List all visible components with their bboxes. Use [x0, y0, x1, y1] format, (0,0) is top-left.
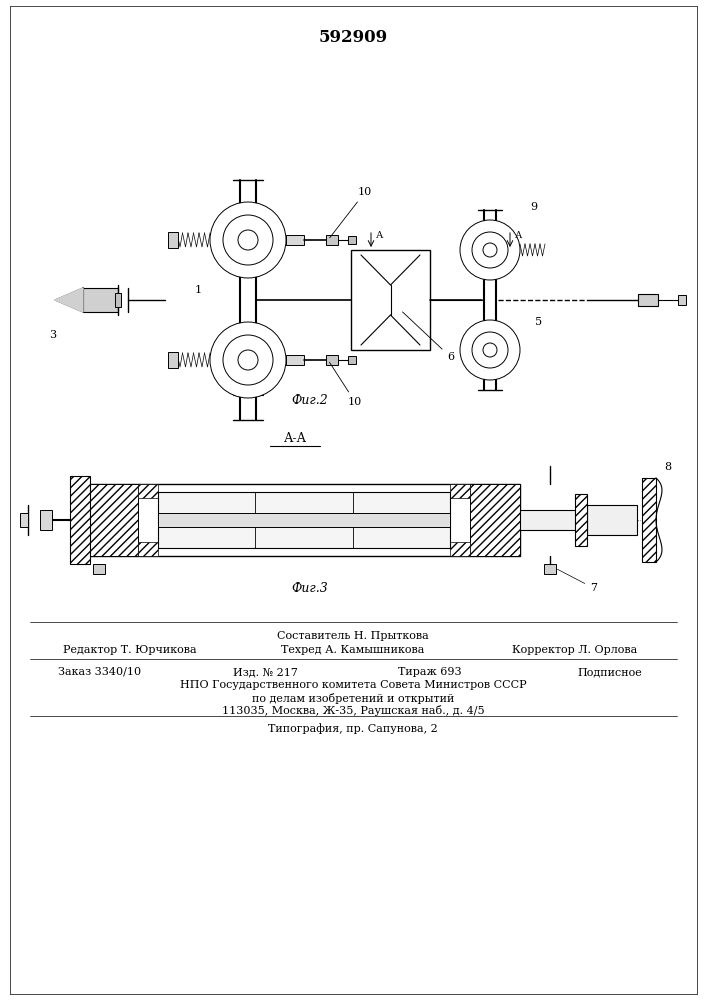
- Bar: [168, 352, 178, 368]
- Text: 10: 10: [329, 362, 362, 407]
- Bar: [88, 484, 138, 556]
- Bar: [348, 356, 356, 364]
- Text: 6: 6: [402, 312, 454, 362]
- Bar: [20, 513, 28, 527]
- Bar: [158, 492, 450, 548]
- Circle shape: [472, 332, 508, 368]
- Text: А: А: [515, 231, 522, 240]
- Text: 5: 5: [535, 317, 542, 327]
- Bar: [40, 510, 52, 530]
- Text: Изд. № 217: Изд. № 217: [233, 667, 298, 677]
- Text: 3: 3: [49, 330, 57, 340]
- Text: Типография, пр. Сапунова, 2: Типография, пр. Сапунова, 2: [268, 724, 438, 734]
- Bar: [351, 250, 430, 350]
- Bar: [115, 293, 121, 307]
- Text: 113035, Москва, Ж-35, Раушская наб., д. 4/5: 113035, Москва, Ж-35, Раушская наб., д. …: [222, 706, 484, 716]
- Circle shape: [223, 215, 273, 265]
- Bar: [70, 476, 90, 564]
- Bar: [470, 484, 520, 556]
- Circle shape: [238, 230, 258, 250]
- Bar: [158, 513, 450, 527]
- Text: НПО Государственного комитета Совета Министров СССР: НПО Государственного комитета Совета Мин…: [180, 680, 526, 690]
- Text: по делам изобретений и открытий: по делам изобретений и открытий: [252, 692, 454, 704]
- Bar: [83, 288, 118, 312]
- Circle shape: [460, 320, 520, 380]
- Bar: [88, 484, 520, 556]
- Text: 9: 9: [530, 202, 537, 212]
- Bar: [587, 505, 637, 535]
- Bar: [138, 484, 158, 498]
- Bar: [450, 484, 470, 498]
- Text: Техред А. Камышникова: Техред А. Камышникова: [281, 645, 425, 655]
- Text: А: А: [376, 231, 383, 240]
- Circle shape: [210, 202, 286, 278]
- Text: 592909: 592909: [318, 29, 387, 46]
- Text: 1: 1: [194, 285, 201, 295]
- Text: Тираж 693: Тираж 693: [398, 667, 462, 677]
- Bar: [678, 295, 686, 305]
- Bar: [575, 494, 587, 546]
- Bar: [93, 564, 105, 574]
- Text: А-А: А-А: [284, 432, 307, 445]
- Circle shape: [223, 335, 273, 385]
- Bar: [286, 355, 304, 365]
- Text: 10: 10: [329, 187, 373, 238]
- Circle shape: [483, 243, 497, 257]
- Bar: [638, 294, 658, 306]
- Bar: [544, 564, 556, 574]
- Text: Редактор Т. Юрчикова: Редактор Т. Юрчикова: [63, 645, 197, 655]
- Text: Составитель Н. Прыткова: Составитель Н. Прыткова: [277, 631, 429, 641]
- Bar: [450, 542, 470, 556]
- Circle shape: [238, 350, 258, 370]
- Circle shape: [460, 220, 520, 280]
- Polygon shape: [55, 288, 83, 312]
- Bar: [520, 510, 585, 530]
- Text: Подписное: Подписное: [578, 667, 643, 677]
- Circle shape: [210, 322, 286, 398]
- Text: Заказ 3340/10: Заказ 3340/10: [59, 667, 141, 677]
- Text: Корректор Л. Орлова: Корректор Л. Орлова: [513, 645, 638, 655]
- Text: 7: 7: [557, 569, 597, 593]
- Bar: [326, 235, 338, 245]
- Circle shape: [472, 232, 508, 268]
- Text: 8: 8: [664, 462, 671, 472]
- Bar: [326, 355, 338, 365]
- Text: Фиг.3: Фиг.3: [291, 582, 328, 594]
- Bar: [138, 542, 158, 556]
- Bar: [642, 478, 656, 562]
- Bar: [168, 232, 178, 248]
- Text: Фиг.2: Фиг.2: [291, 393, 328, 406]
- Circle shape: [483, 343, 497, 357]
- Bar: [286, 235, 304, 245]
- Bar: [348, 236, 356, 244]
